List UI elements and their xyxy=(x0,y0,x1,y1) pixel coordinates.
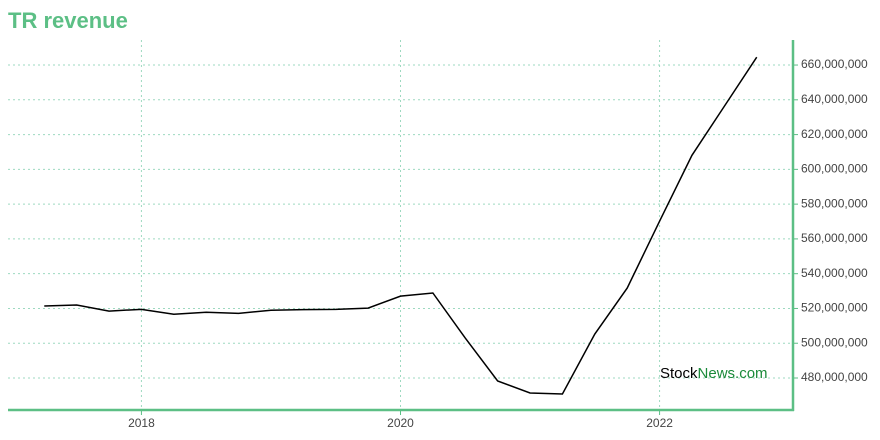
watermark-part: Stock xyxy=(660,365,698,382)
y-tick-label: 480,000,000 xyxy=(801,370,868,384)
line xyxy=(44,56,758,395)
x-tick-label: 2022 xyxy=(646,416,673,430)
watermark: StockNews.com xyxy=(660,365,768,382)
y-tick-label: 640,000,000 xyxy=(801,92,868,106)
chart-title: TR revenue xyxy=(8,8,128,33)
y-tick-label: 560,000,000 xyxy=(801,231,868,245)
y-tick-label: 540,000,000 xyxy=(801,266,868,280)
x-tick-label: 2018 xyxy=(128,416,155,430)
y-tick-label: 500,000,000 xyxy=(801,335,868,349)
y-tick-label: 580,000,000 xyxy=(801,196,868,210)
y-tick-label: 660,000,000 xyxy=(801,57,868,71)
watermark-part: News.com xyxy=(698,365,768,382)
y-tick-label: 600,000,000 xyxy=(801,162,868,176)
x-tick-label: 2020 xyxy=(387,416,414,430)
y-tick-label: 620,000,000 xyxy=(801,127,868,141)
y-tick-label: 520,000,000 xyxy=(801,301,868,315)
